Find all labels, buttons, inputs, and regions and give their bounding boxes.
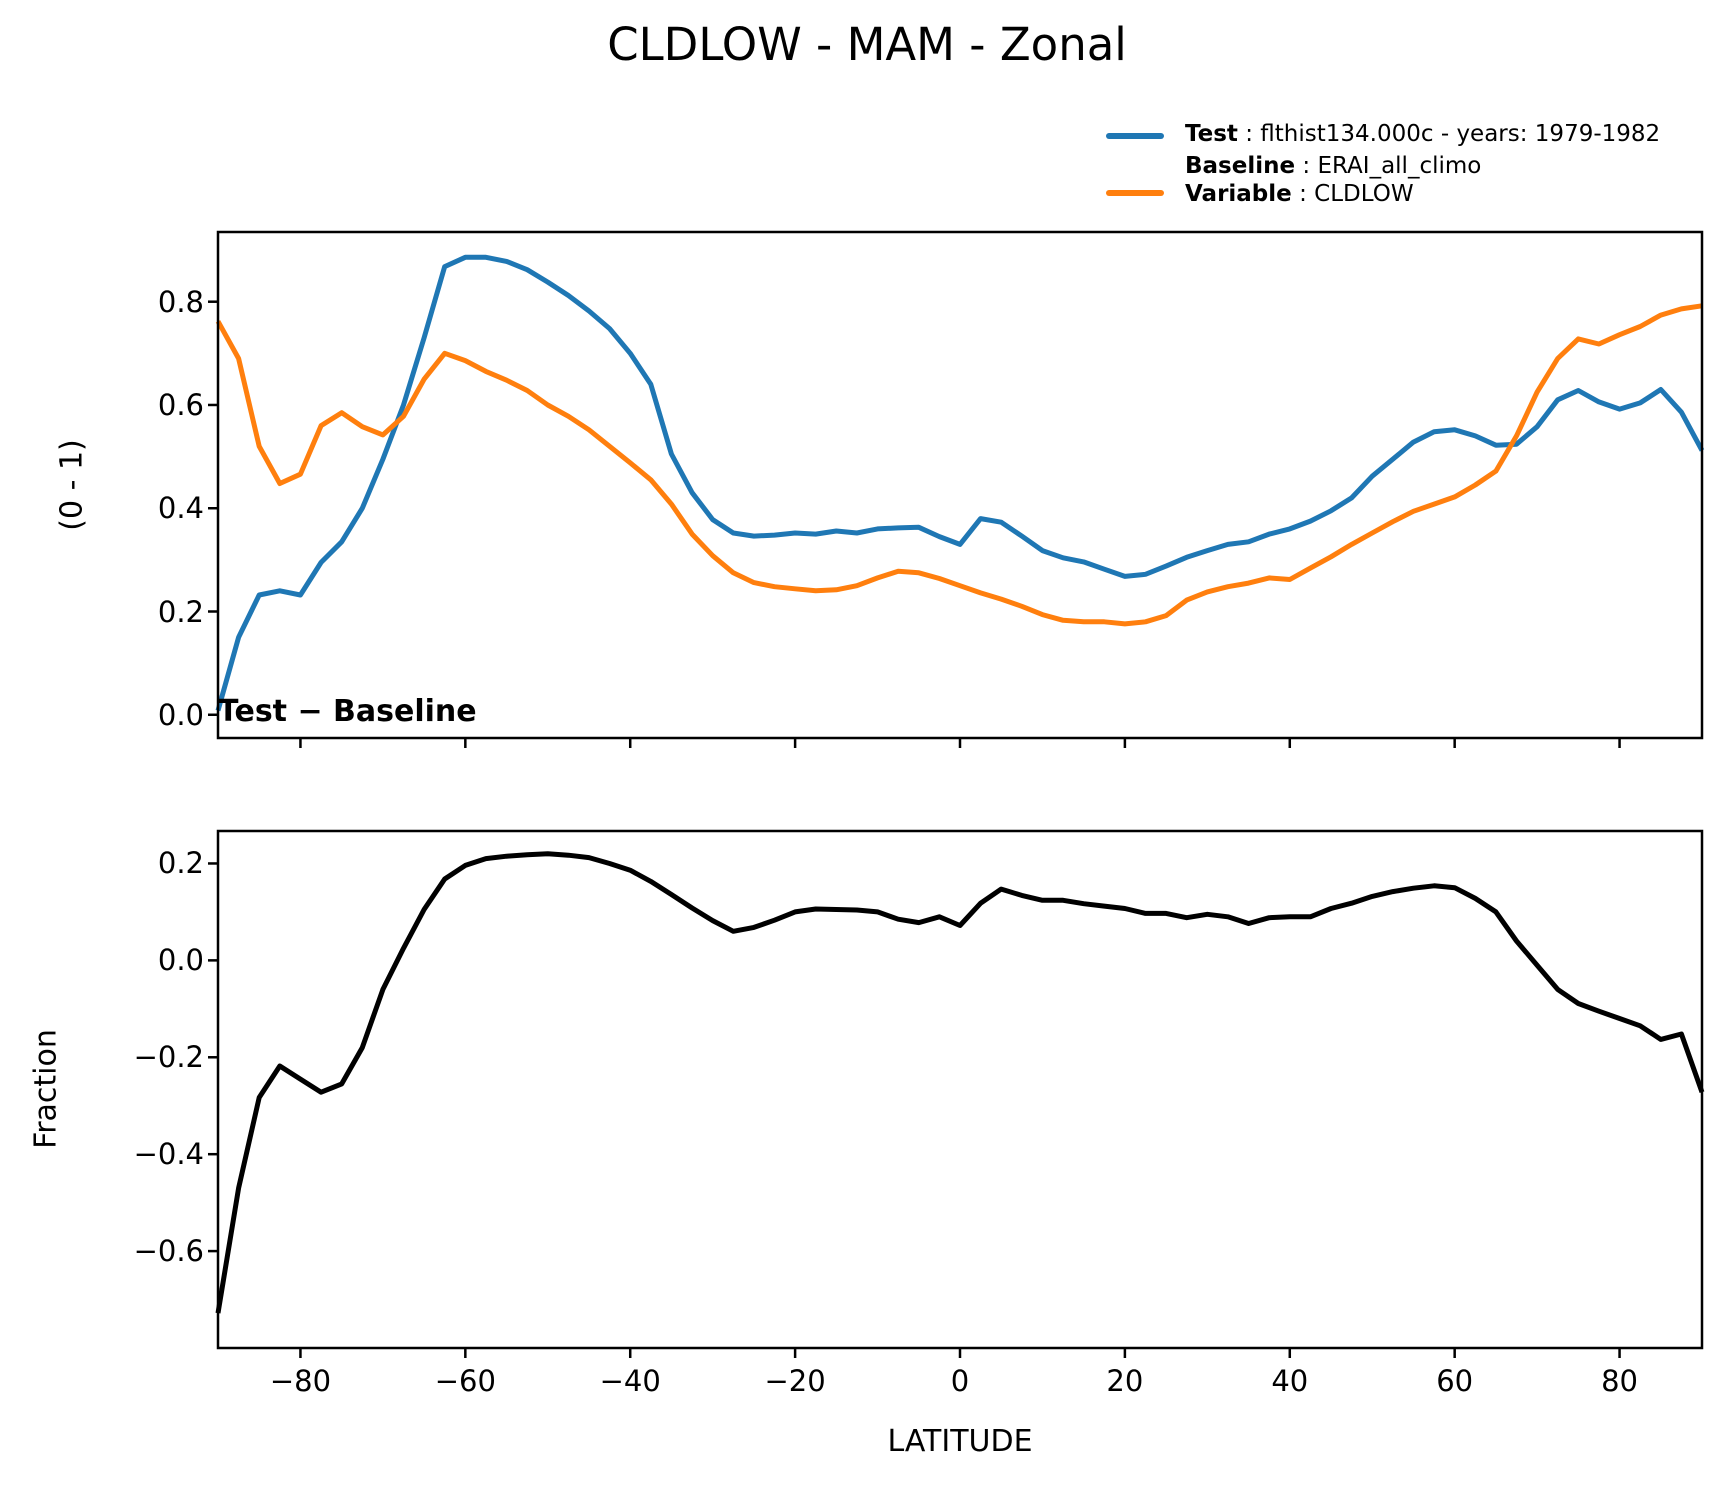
y-tick-label: −0.6: [133, 1234, 204, 1269]
y-tick-label: 0.0: [157, 943, 204, 978]
y-tick-label: 0.2: [157, 846, 204, 881]
bottom-panel-series-0: [215, 851, 1705, 1314]
y-tick-label: 0.0: [157, 697, 204, 732]
top-panel-series-1: [215, 303, 1703, 627]
legend-baseline-label: Baseline: [1185, 153, 1296, 179]
y-tick-label: −0.2: [133, 1040, 204, 1075]
y-tick-label: 0.4: [157, 491, 204, 526]
legend-variable-label: Variable: [1185, 181, 1292, 207]
x-tick-label: −20: [764, 1364, 826, 1398]
legend-entry-test: Test : flthist134.000c - years: 1979-198…: [1185, 120, 1660, 148]
y-tick-label: −0.4: [133, 1137, 204, 1172]
legend-line-test: [1106, 133, 1164, 139]
top-y-axis-label: (0 - 1): [54, 439, 90, 531]
legend-test-value: : flthist134.000c - years: 1979-1982: [1237, 121, 1661, 147]
page-title: CLDLOW - MAM - Zonal: [607, 18, 1127, 71]
legend-baseline-row: Baseline : ERAI_all_climo: [1185, 152, 1481, 180]
x-tick-label: 0: [950, 1364, 970, 1398]
x-tick-label: −80: [269, 1364, 332, 1398]
legend: Test : flthist134.000c - years: 1979-198…: [0, 0, 1734, 230]
top-panel-series-0: [215, 254, 1705, 712]
x-tick-label: −60: [434, 1364, 496, 1398]
legend-variable-value: : CLDLOW: [1291, 181, 1414, 207]
x-tick-label: 80: [1601, 1364, 1638, 1398]
y-tick-label: 0.6: [157, 387, 204, 422]
bottom-panel-spines: [216, 829, 1704, 1350]
x-tick-label: 60: [1436, 1364, 1474, 1398]
y-tick-label: 0.2: [157, 594, 204, 629]
diff-panel-title: Test − Baseline: [218, 694, 477, 729]
x-tick-label: 20: [1106, 1364, 1144, 1398]
x-tick-label: 40: [1271, 1364, 1309, 1398]
legend-test-label: Test: [1185, 121, 1238, 147]
legend-entry-baseline: Baseline : ERAI_all_climo Variable : CLD…: [1185, 152, 1481, 208]
x-tick-label: −40: [599, 1364, 661, 1398]
x-axis-label: LATITUDE: [887, 1424, 1033, 1459]
legend-baseline-value: : ERAI_all_climo: [1295, 153, 1482, 179]
legend-line-baseline: [1106, 190, 1164, 196]
y-tick-label: 0.8: [157, 284, 204, 319]
bottom-y-axis-label: Fraction: [28, 1029, 64, 1149]
legend-variable-row: Variable : CLDLOW: [1185, 180, 1481, 208]
